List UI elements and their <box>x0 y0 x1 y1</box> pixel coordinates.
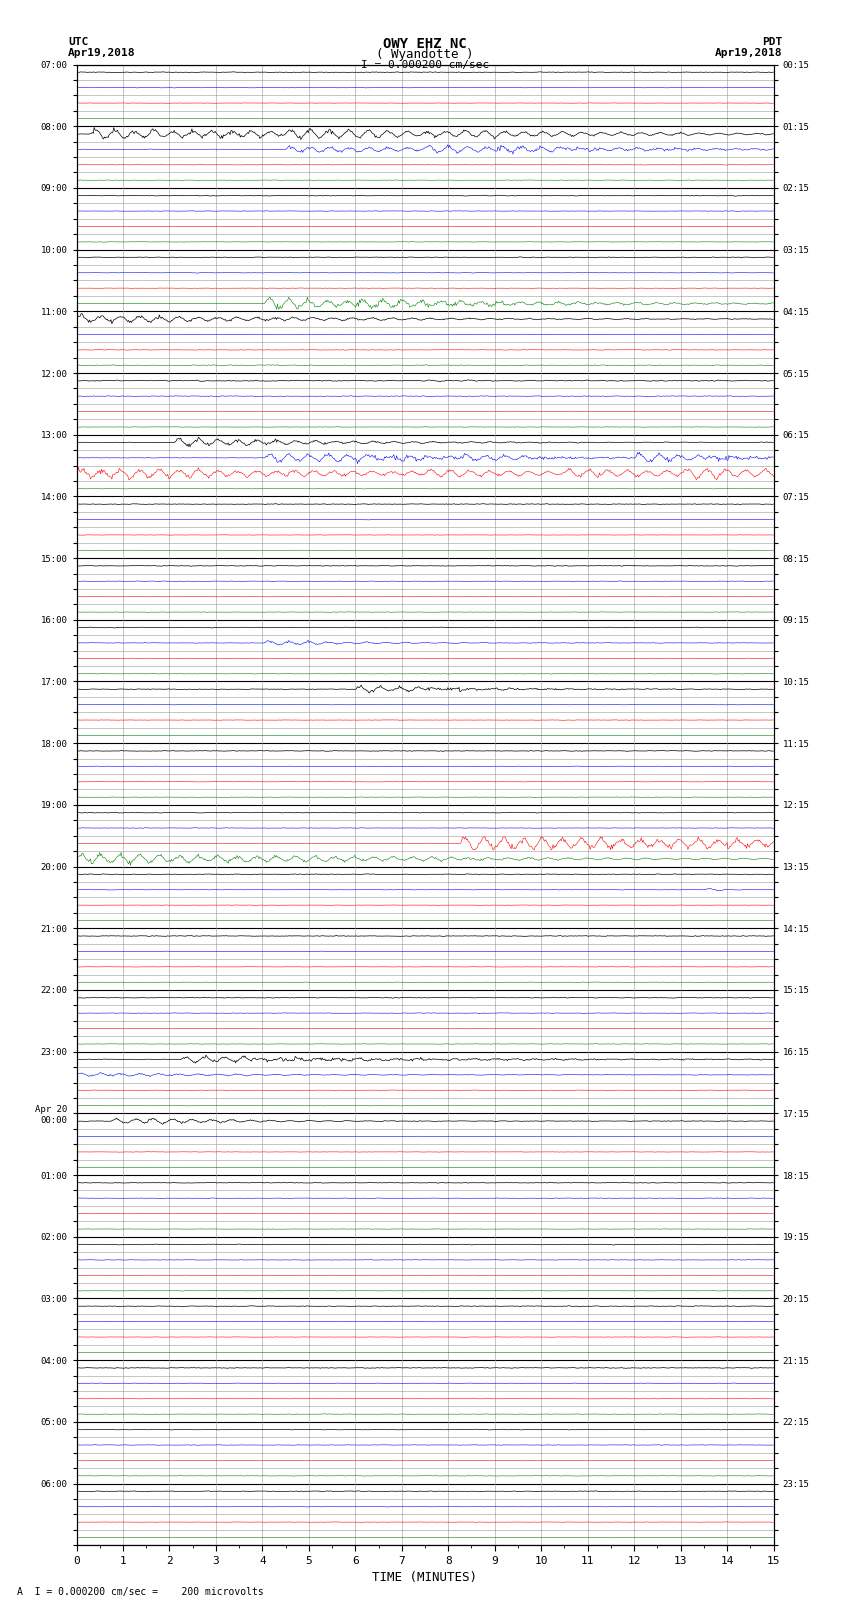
Text: A  I = 0.000200 cm/sec =    200 microvolts: A I = 0.000200 cm/sec = 200 microvolts <box>17 1587 264 1597</box>
Text: OWY EHZ NC: OWY EHZ NC <box>383 37 467 52</box>
Text: Apr19,2018: Apr19,2018 <box>715 48 782 58</box>
X-axis label: TIME (MINUTES): TIME (MINUTES) <box>372 1571 478 1584</box>
Text: ( Wyandotte ): ( Wyandotte ) <box>377 48 473 61</box>
Text: PDT: PDT <box>762 37 782 47</box>
Text: I = 0.000200 cm/sec: I = 0.000200 cm/sec <box>361 60 489 69</box>
Text: UTC: UTC <box>68 37 88 47</box>
Text: Apr19,2018: Apr19,2018 <box>68 48 135 58</box>
